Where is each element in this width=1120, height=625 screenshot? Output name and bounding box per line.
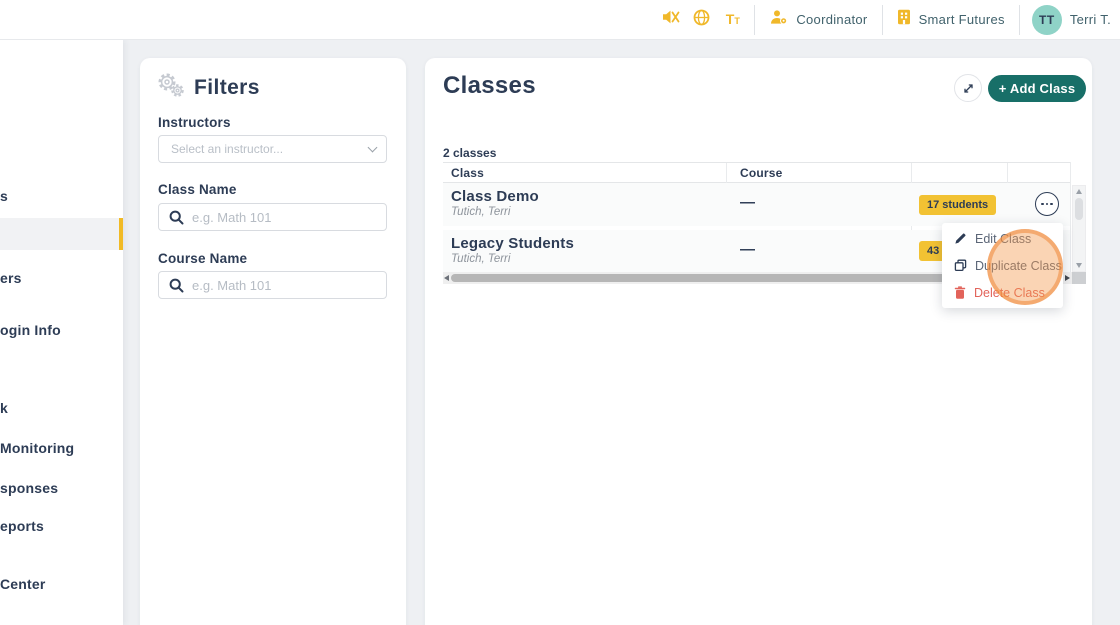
class-count: 2 classes [443, 146, 497, 160]
row-actions-button[interactable] [1035, 192, 1059, 216]
role-switcher[interactable]: Coordinator [761, 0, 875, 40]
scroll-right-arrow[interactable] [1065, 275, 1070, 281]
scrollbar-corner [1072, 272, 1086, 284]
column-divider [1007, 163, 1008, 184]
filters-title: Filters [194, 76, 260, 99]
sidebar-nav: s ers ogin Info k Monitoring sponses epo… [0, 40, 123, 625]
search-icon [169, 210, 184, 224]
instructor-select-placeholder: Select an instructor... [171, 142, 284, 156]
class-name: Legacy Students [451, 235, 575, 252]
row-actions-menu: Edit Class Duplicate Class Delete Class [942, 223, 1063, 308]
table-row[interactable]: Class Demo Tutich, Terri — 17 students [443, 183, 1070, 226]
coordinator-role-icon [769, 9, 788, 30]
class-name: Class Demo [451, 188, 539, 205]
chevron-down-icon [367, 142, 378, 153]
classes-panel: Classes + Add Class 2 classes Class Cour… [425, 58, 1092, 625]
mute-toggle-button[interactable] [655, 0, 686, 40]
table-edge-divider [1070, 162, 1071, 272]
instructor-select[interactable]: Select an instructor... [158, 135, 387, 163]
language-button[interactable] [686, 0, 717, 40]
vertical-scroll-thumb[interactable] [1075, 198, 1083, 220]
add-class-button[interactable]: + Add Class [988, 75, 1086, 102]
column-divider [911, 163, 912, 184]
instructor-name: Tutich, Terri [451, 253, 511, 265]
expand-button[interactable] [954, 74, 982, 102]
scroll-left-arrow[interactable] [444, 275, 449, 281]
column-divider [726, 163, 727, 184]
sidebar-item[interactable]: Center [0, 576, 46, 592]
gears-icon [156, 72, 186, 104]
organization-label: Smart Futures [918, 12, 1005, 27]
course-value: — [740, 194, 755, 211]
course-name-label: Course Name [158, 251, 248, 266]
instructors-label: Instructors [158, 115, 231, 130]
role-label: Coordinator [796, 12, 868, 27]
active-item-accent-bar [119, 218, 123, 250]
text-size-icon: TT [725, 10, 740, 27]
organization-switcher[interactable]: Smart Futures [889, 0, 1013, 40]
expand-arrows-icon [963, 83, 973, 93]
sidebar-item[interactable]: Monitoring [0, 440, 75, 456]
trash-icon [954, 286, 966, 299]
sidebar-item[interactable]: sponses [0, 480, 59, 496]
vertical-scrollbar[interactable] [1072, 185, 1086, 272]
filters-panel: Filters Instructors Select an instructor… [140, 58, 406, 625]
search-icon [169, 278, 184, 292]
building-icon [897, 9, 911, 30]
speaker-muted-icon [662, 9, 680, 30]
horizontal-scroll-thumb[interactable] [451, 274, 1013, 282]
duplicate-icon [954, 259, 967, 272]
sidebar-item-active[interactable] [0, 218, 123, 250]
text-size-button[interactable]: TT [717, 0, 748, 40]
class-name-label: Class Name [158, 182, 237, 197]
sidebar-item[interactable]: ogin Info [0, 322, 61, 338]
class-name-input[interactable] [192, 209, 372, 225]
sidebar-item[interactable]: k [0, 400, 8, 416]
page-title: Classes [443, 72, 536, 99]
menu-item-delete-class[interactable]: Delete Class [942, 279, 1063, 306]
topbar-divider [1018, 4, 1020, 35]
menu-item-edit-class[interactable]: Edit Class [942, 225, 1063, 252]
scroll-down-arrow[interactable] [1076, 263, 1082, 268]
user-menu[interactable]: TT Terri T. [1026, 0, 1115, 40]
column-header-class: Class [451, 166, 485, 180]
topbar-divider [881, 4, 883, 35]
sidebar-item[interactable]: eports [0, 518, 44, 534]
globe-icon [693, 9, 710, 31]
students-badge: 17 students [919, 195, 997, 215]
column-header-course: Course [740, 166, 783, 180]
user-name: Terri T. [1069, 12, 1111, 27]
menu-item-duplicate-class[interactable]: Duplicate Class [942, 252, 1063, 279]
sidebar-item[interactable]: ers [0, 270, 22, 286]
horizontal-scrollbar[interactable] [443, 272, 1072, 284]
course-value: — [740, 241, 755, 258]
sidebar-item[interactable]: s [0, 188, 8, 204]
instructor-name: Tutich, Terri [451, 206, 511, 218]
table-header: Class Course [443, 162, 1070, 184]
pencil-icon [955, 233, 966, 244]
topbar: TT Coordinator Smart Futures TT Terri T. [0, 0, 1120, 40]
avatar: TT [1031, 4, 1062, 35]
scroll-up-arrow[interactable] [1076, 189, 1082, 194]
column-divider [911, 183, 912, 272]
topbar-divider [754, 4, 756, 35]
course-name-input[interactable] [192, 277, 372, 293]
